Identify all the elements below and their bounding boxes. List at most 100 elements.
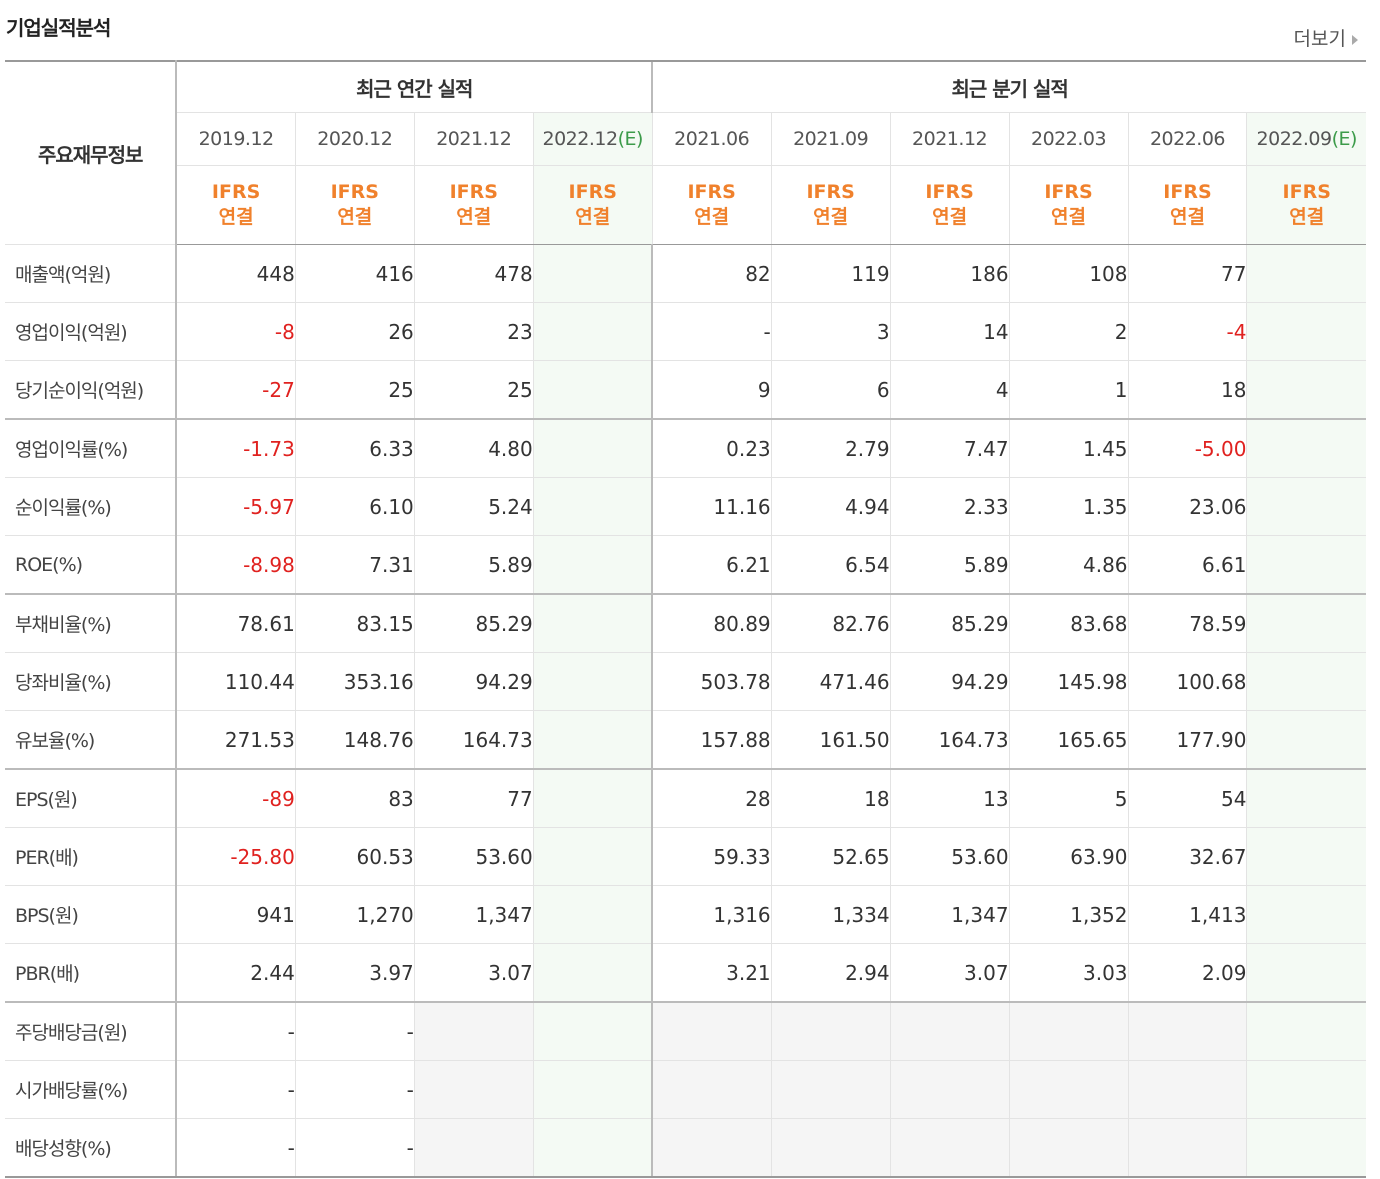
table-row: 당좌비율(%) 110.44 353.16 94.29 503.78 471.46 94.2…	[5, 652, 1366, 711]
table-cell: 11.16	[651, 477, 772, 536]
period-header: 2021.12	[413, 112, 534, 166]
table-cell	[889, 1002, 1010, 1061]
table-cell: 6.21	[651, 535, 772, 595]
period-header: 2022.12(E)	[532, 112, 653, 166]
table-cell	[1246, 477, 1366, 536]
table-cell: 2.94	[770, 943, 891, 1003]
table-cell: 6.54	[770, 535, 891, 595]
table-cell: 77	[1127, 244, 1247, 303]
table-cell: 6.61	[1127, 535, 1247, 595]
standard-line2: 연결	[575, 206, 611, 228]
table-cell: 80.89	[651, 594, 772, 653]
table-cell: -	[175, 1118, 296, 1178]
table-cell: 3.03	[1008, 943, 1129, 1003]
table-cell	[532, 1060, 653, 1119]
standard-line2: 연결	[813, 206, 849, 228]
table-cell	[1008, 1002, 1129, 1061]
period-header: 2022.09(E)	[1246, 112, 1366, 166]
table-cell	[532, 710, 653, 770]
standard-line1: IFRS	[1163, 181, 1212, 203]
table-cell: 85.29	[889, 594, 1010, 653]
table-cell: 148.76	[294, 710, 415, 770]
table-cell: 94.29	[889, 652, 1010, 711]
table-cell	[1246, 827, 1366, 886]
table-row: 순이익률(%) -5.97 6.10 5.24 11.16 4.94 2.33 1.35 23.…	[5, 477, 1366, 536]
table-cell: 3	[770, 302, 891, 361]
table-cell: 4.86	[1008, 535, 1129, 595]
table-cell	[1246, 302, 1366, 361]
table-cell: 5.24	[413, 477, 534, 536]
table-cell: 7.31	[294, 535, 415, 595]
period-header: 2022.06	[1127, 112, 1247, 166]
table-cell: 53.60	[889, 827, 1010, 886]
standard-line2: 연결	[1051, 206, 1087, 228]
table-cell	[532, 943, 653, 1003]
table-cell: 5	[1008, 769, 1129, 828]
period-label: 2019.12	[198, 128, 275, 150]
row-label: PBR(배)	[5, 943, 178, 1003]
accounting-standard: IFRS 연결	[651, 165, 772, 245]
row-label: 매출액(억원)	[5, 244, 178, 303]
table-cell: 23	[413, 302, 534, 361]
table-row: 영업이익률(%) -1.73 6.33 4.80 0.23 2.79 7.47 1.45 -5.…	[5, 419, 1366, 478]
row-label: 당기순이익(억원)	[5, 360, 178, 420]
row-label: 시가배당률(%)	[5, 1060, 178, 1119]
table-cell: 941	[175, 885, 296, 944]
table-cell	[532, 652, 653, 711]
standard-line1: IFRS	[687, 181, 736, 203]
table-cell: -	[294, 1118, 415, 1178]
table-cell: 448	[175, 244, 296, 303]
accounting-standard: IFRS 연결	[1127, 165, 1247, 245]
table-cell: 1,334	[770, 885, 891, 944]
table-cell: -25.80	[175, 827, 296, 886]
more-link[interactable]: 더보기	[1294, 24, 1358, 51]
table-cell	[1246, 594, 1366, 653]
table-cell: 503.78	[651, 652, 772, 711]
table-cell: 165.65	[1008, 710, 1129, 770]
table-cell	[532, 594, 653, 653]
estimate-mark: (E)	[1331, 128, 1358, 150]
standard-line2: 연결	[1170, 206, 1205, 228]
accounting-standard: IFRS 연결	[294, 165, 415, 245]
period-label: 2022.06	[1149, 128, 1226, 150]
table-cell: 54	[1127, 769, 1247, 828]
table-cell: 164.73	[413, 710, 534, 770]
table-cell: 7.47	[889, 419, 1010, 478]
row-label: BPS(원)	[5, 885, 178, 944]
table-cell: 145.98	[1008, 652, 1129, 711]
table-cell	[413, 1002, 534, 1061]
table-cell: -5.97	[175, 477, 296, 536]
table-cell: 23.06	[1127, 477, 1247, 536]
table-cell: 177.90	[1127, 710, 1247, 770]
table-cell	[1246, 943, 1366, 1003]
table-cell: 77	[413, 769, 534, 828]
table-cell: 78.61	[175, 594, 296, 653]
table-cell: -	[294, 1060, 415, 1119]
standard-line2: 연결	[932, 206, 968, 228]
row-label: EPS(원)	[5, 769, 178, 828]
period-header: 2021.09	[770, 112, 891, 166]
table-cell: -4	[1127, 302, 1247, 361]
table-cell: -5.00	[1127, 419, 1247, 478]
table-cell: 3.21	[651, 943, 772, 1003]
table-cell	[1246, 1060, 1366, 1119]
table-cell	[770, 1118, 891, 1178]
table-cell	[1246, 885, 1366, 944]
period-label: 2022.12	[542, 128, 619, 150]
table-cell	[651, 1118, 772, 1178]
table-cell	[532, 302, 653, 361]
table-cell	[1246, 535, 1366, 595]
table-cell: 2	[1008, 302, 1129, 361]
accounting-standard: IFRS 연결	[889, 165, 1010, 245]
more-label: 더보기	[1293, 28, 1346, 50]
table-cell	[532, 1002, 653, 1061]
table-row: 시가배당률(%) - -	[5, 1060, 1366, 1119]
standard-line1: IFRS	[1044, 181, 1093, 203]
table-cell: 94.29	[413, 652, 534, 711]
table-cell: 164.73	[889, 710, 1010, 770]
table-cell: -27	[175, 360, 296, 420]
table-cell	[1246, 244, 1366, 303]
table-cell: 52.65	[770, 827, 891, 886]
standard-line1: IFRS	[211, 181, 261, 203]
table-cell: 271.53	[175, 710, 296, 770]
